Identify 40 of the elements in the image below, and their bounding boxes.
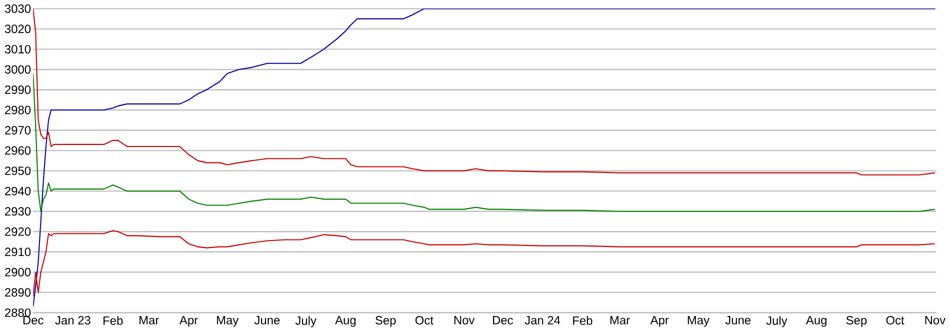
y-tick-label: 2960 [5,146,31,155]
x-tick-label: May [217,316,239,327]
y-tick-label: 3020 [4,24,31,34]
y-tick-label: 2940 [5,187,31,196]
x-tick-label: Feb [573,316,592,326]
y-tick-label: 2950 [5,166,31,176]
x-tick-label: Oct [886,316,904,325]
x-tick-label: Mar [140,316,159,325]
x-tick-label: July [766,316,788,328]
x-tick-label: July [295,316,316,328]
x-tick-label: Jan 23 [55,316,90,325]
y-tick-label: 2910 [5,248,31,256]
x-tick-label: Feb [104,316,123,326]
x-tick-label: Dec [493,316,513,325]
x-tick-label: Sep [846,316,867,328]
y-tick-label: 2970 [5,126,31,135]
y-tick-label: 2980 [5,106,31,114]
x-tick-label: Dec [23,316,44,325]
y-tick-label: 2880 [5,308,31,318]
y-tick-label: 2930 [5,207,31,216]
x-tick-label: Jan 24 [524,316,560,325]
x-tick-label: Aug [335,316,356,327]
x-tick-label: Oct [415,316,434,325]
x-tick-label: Nov [925,316,946,325]
y-tick-label: 2890 [5,288,31,297]
x-tick-label: May [688,316,710,327]
y-tick-label: 3030 [4,4,31,14]
x-tick-label: Sep [375,316,396,328]
x-tick-label: Mar [610,316,630,325]
x-tick-label: Apr [650,316,669,327]
y-tick-label: 3010 [4,45,31,54]
y-tick-label: 2900 [5,268,31,277]
y-tick-label: 2920 [5,228,31,236]
x-tick-label: Aug [806,316,826,327]
y-tick-label: 3000 [4,65,31,74]
x-tick-label: Nov [454,316,475,325]
y-tick-label: 2990 [5,86,31,94]
x-tick-label: June [725,316,751,325]
x-tick-label: June [254,316,280,325]
x-tick-label: Apr [179,316,198,327]
